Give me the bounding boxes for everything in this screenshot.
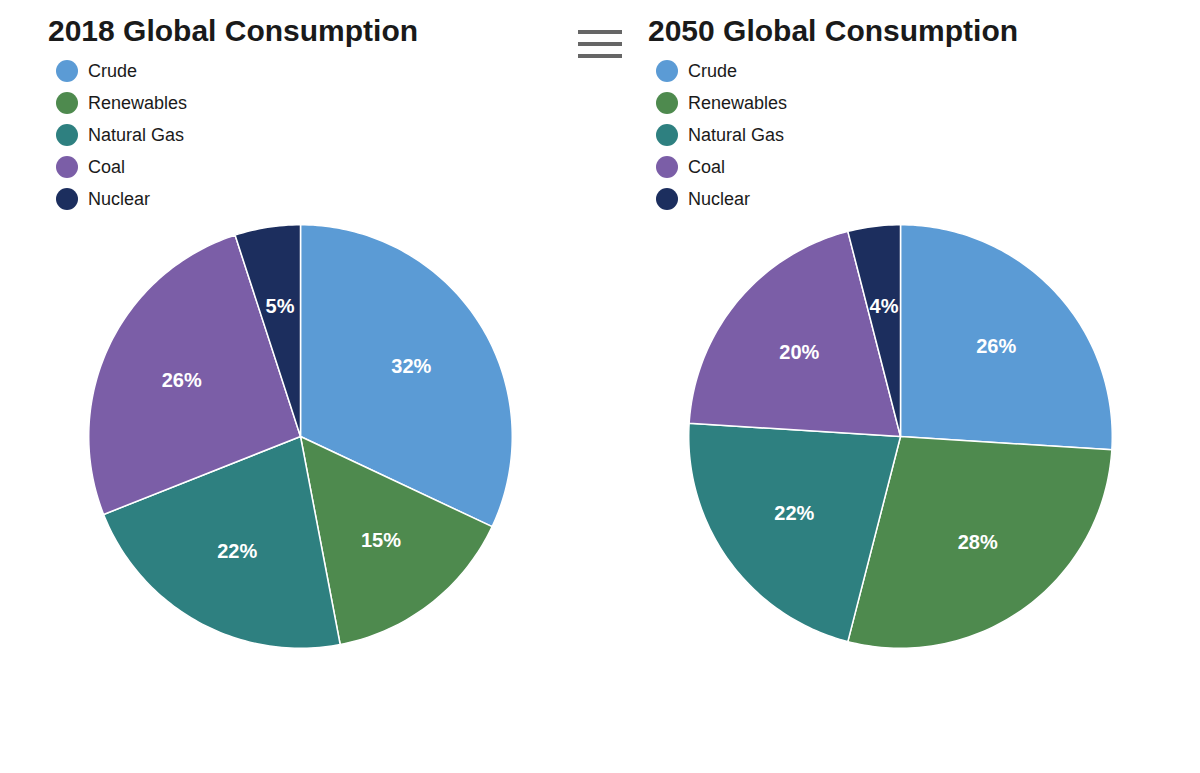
html-text:Nuclear: Nuclear [688,188,750,209]
html-text:Renewables: Renewables [88,92,188,113]
html-text:Natural Gas: Natural Gas [88,124,184,145]
html-text:Coal: Coal [688,156,725,177]
svg-text:5%: 5% [266,295,295,317]
html-text:Renewables: Renewables [688,92,788,113]
svg-text:22%: 22% [217,540,257,562]
svg-text:20%: 20% [779,341,819,363]
html-text:Crude: Crude [88,60,137,81]
svg-text:4%: 4% [870,295,899,317]
html-text:Nuclear: Nuclear [88,188,150,209]
svg-text:15%: 15% [361,529,401,551]
svg-text:26%: 26% [162,369,202,391]
html-text:Coal: Coal [88,156,125,177]
svg-text:32%: 32% [391,355,431,377]
html-text:Natural Gas: Natural Gas [688,124,784,145]
svg-text:26%: 26% [976,335,1016,357]
svg-text:28%: 28% [958,531,998,553]
html-text:Crude: Crude [688,60,737,81]
html-text:2050 Global Consumption: 2050 Global Consumption [648,14,1019,47]
svg-text:22%: 22% [774,502,814,524]
html-text:2018 Global Consumption: 2018 Global Consumption [48,14,419,47]
